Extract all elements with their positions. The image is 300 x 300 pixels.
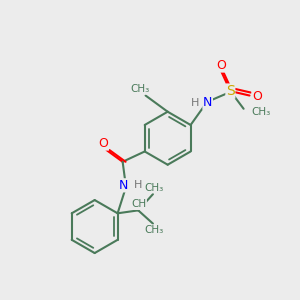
Text: CH₃: CH₃ <box>252 107 271 117</box>
Text: S: S <box>226 84 235 98</box>
Text: O: O <box>216 59 226 72</box>
Text: N: N <box>203 96 212 110</box>
Text: CH₃: CH₃ <box>144 183 163 193</box>
Text: CH: CH <box>131 200 146 209</box>
Text: O: O <box>99 137 108 150</box>
Text: H: H <box>134 180 142 190</box>
Text: H: H <box>191 98 199 108</box>
Text: O: O <box>252 90 262 103</box>
Text: CH₃: CH₃ <box>144 225 163 235</box>
Text: CH₃: CH₃ <box>131 84 150 94</box>
Text: N: N <box>118 179 128 192</box>
